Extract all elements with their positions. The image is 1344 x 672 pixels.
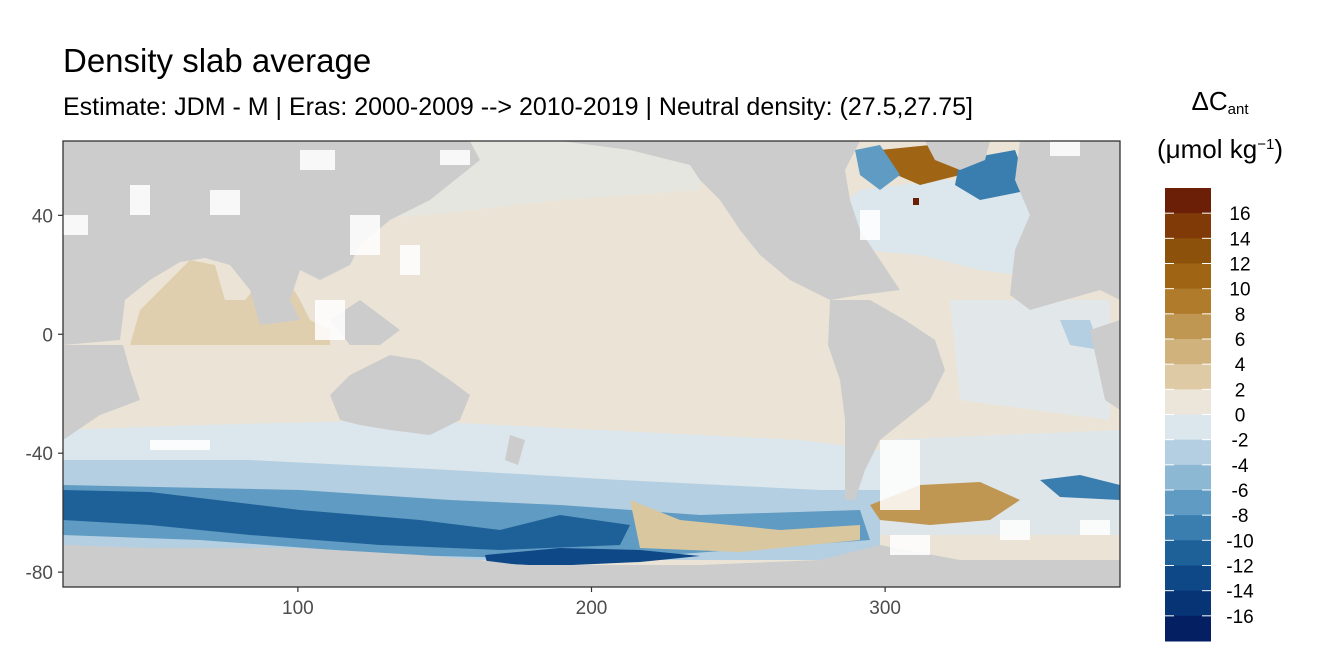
land-mass xyxy=(63,545,1120,587)
land-mass xyxy=(505,435,525,465)
legend-title-symbol: ΔCant xyxy=(1150,86,1290,118)
y-tick-label: -40 xyxy=(26,444,53,465)
legend-unit-close: ) xyxy=(1274,134,1283,164)
no-data-patch xyxy=(150,440,210,450)
gulf-of-guinea-region xyxy=(1060,320,1100,350)
no-data-patch xyxy=(63,215,88,235)
no-data-patch xyxy=(1000,520,1030,540)
legend-symbol-subscript: ant xyxy=(1227,101,1249,118)
y-tick-label: -80 xyxy=(26,563,53,584)
x-tick-label: 300 xyxy=(869,598,901,619)
x-tick-label: 100 xyxy=(282,598,314,619)
no-data-patch xyxy=(860,210,880,240)
land-mass xyxy=(560,141,900,300)
ross-sea-shelf xyxy=(485,548,700,566)
no-data-patch xyxy=(880,440,920,510)
y-tick-label: 40 xyxy=(32,206,53,227)
land-mass xyxy=(925,141,990,170)
no-data-patch xyxy=(350,215,380,255)
land-mass xyxy=(1010,141,1120,310)
no-data-patch xyxy=(210,190,240,215)
atlantic-sector-cool-patch xyxy=(1040,475,1120,500)
land-mass xyxy=(330,355,470,435)
no-data-patch xyxy=(440,150,470,165)
no-data-patch xyxy=(1080,520,1110,535)
no-data-patch xyxy=(1050,141,1080,156)
land-mass xyxy=(330,300,400,345)
hotspot-marker xyxy=(913,198,919,205)
no-data-patch xyxy=(300,150,335,170)
labrador-sea-cool xyxy=(855,145,900,190)
no-data-patch xyxy=(890,535,930,555)
legend-symbol: ΔC xyxy=(1191,86,1228,116)
y-tick-label: 0 xyxy=(42,325,53,346)
x-tick-label: 200 xyxy=(576,598,608,619)
land-mass xyxy=(828,300,945,500)
land-mass xyxy=(1090,320,1120,410)
land-mass xyxy=(63,345,140,440)
southern-ocean-band-3 xyxy=(63,490,630,550)
no-data-patch xyxy=(400,245,420,275)
legend-unit-open: (μmol kg xyxy=(1157,134,1258,164)
legend-unit-superscript: −1 xyxy=(1257,136,1275,153)
pacific-sector-warm-band xyxy=(630,500,860,552)
no-data-patch xyxy=(315,300,345,340)
map-layers xyxy=(63,141,1120,587)
no-data-patch xyxy=(130,185,150,215)
land-mass xyxy=(63,141,480,345)
chart-subtitle: Estimate: JDM - M | Eras: 2000-2009 --> … xyxy=(63,93,973,121)
legend-title-unit: (μmol kg−1) xyxy=(1150,134,1290,165)
chart-title: Density slab average xyxy=(63,42,372,79)
